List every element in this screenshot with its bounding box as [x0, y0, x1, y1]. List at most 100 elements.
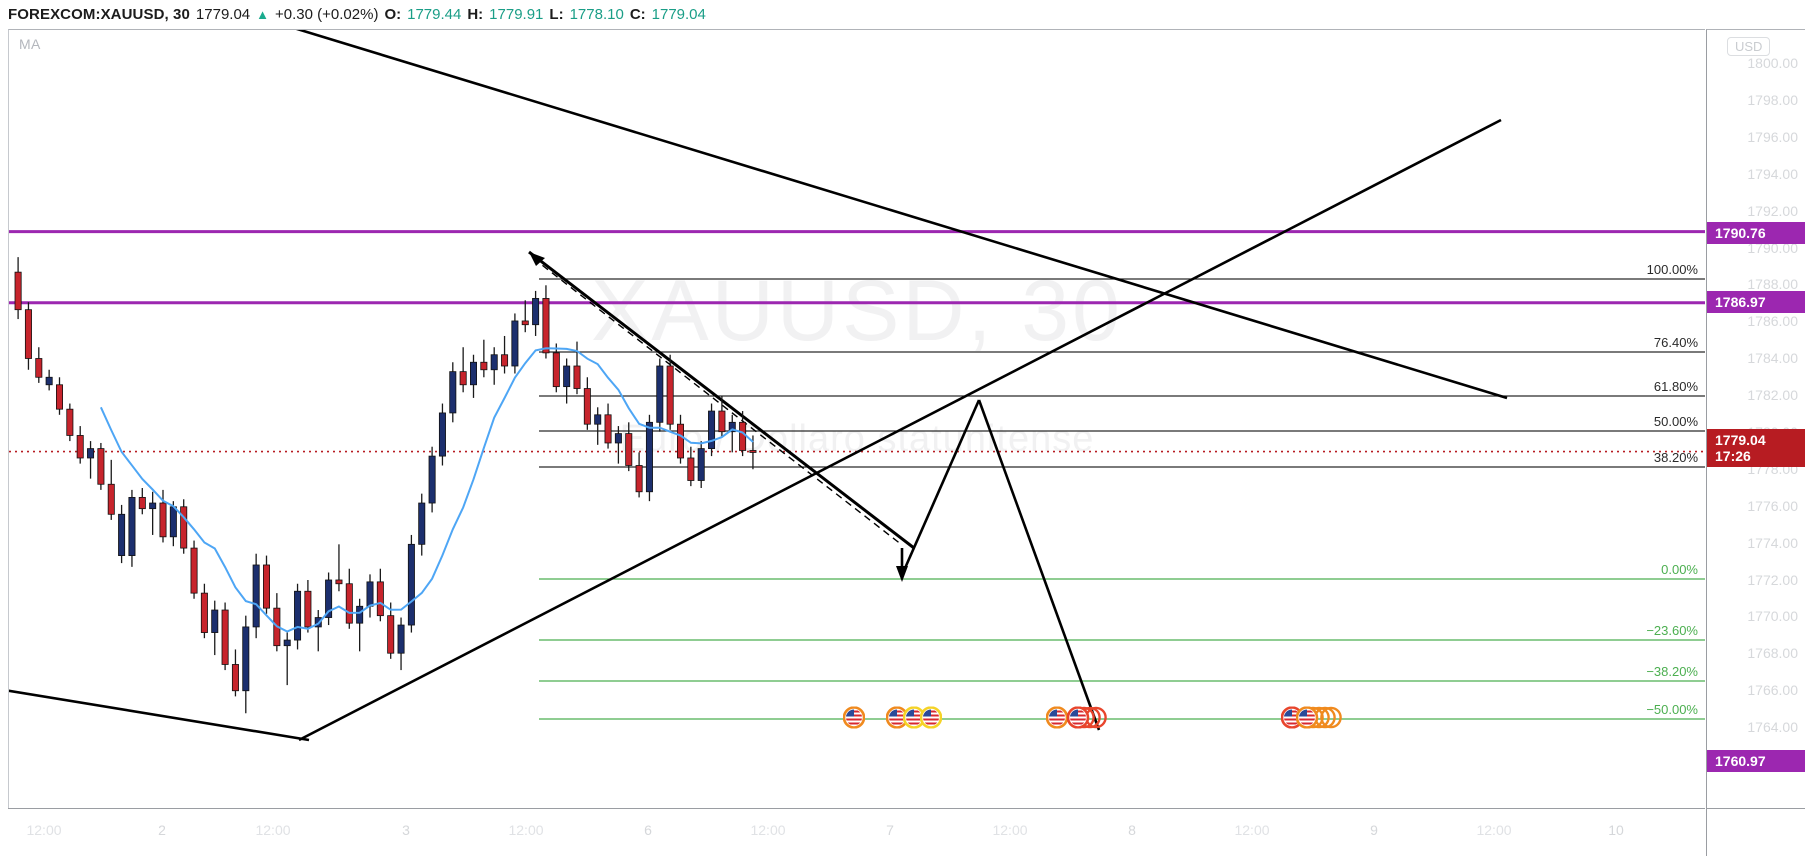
- price-tick: 1774.00: [1747, 535, 1798, 551]
- time-tick: 12:00: [1234, 822, 1270, 838]
- country-flag-icon: [1066, 706, 1107, 729]
- close-value: 1779.04: [651, 5, 706, 23]
- candle-body: [283, 639, 291, 647]
- candle-body: [552, 352, 560, 388]
- economic-event-marker[interactable]: [902, 706, 926, 734]
- fibonacci-level-label: 61.80%: [1653, 379, 1698, 394]
- fibonacci-level-label: 50.00%: [1653, 414, 1698, 429]
- candle-body: [97, 448, 105, 485]
- price-tick: 1784.00: [1747, 350, 1798, 366]
- candle-body: [252, 564, 260, 628]
- time-tick: 7: [886, 822, 894, 838]
- currency-unit-badge: USD: [1727, 37, 1771, 56]
- candle-body: [501, 354, 509, 367]
- candle-body: [718, 410, 726, 433]
- economic-event-marker[interactable]: [885, 706, 909, 734]
- candle-body: [221, 609, 229, 665]
- time-tick: 12:00: [1476, 822, 1512, 838]
- fibonacci-level-label: 0.00%: [1661, 562, 1698, 577]
- candle-body: [521, 320, 529, 326]
- price-badge[interactable]: 1760.97: [1707, 750, 1805, 772]
- economic-event-marker[interactable]: [842, 706, 866, 734]
- price-tick: 1772.00: [1747, 572, 1798, 588]
- candle-body: [449, 371, 457, 414]
- candle-body: [128, 496, 136, 556]
- price-tick: 1766.00: [1747, 682, 1798, 698]
- change-up-arrow-icon: ▲: [256, 6, 270, 22]
- time-tick: 10: [1608, 822, 1624, 838]
- candle-body: [356, 605, 364, 624]
- indicator-title-ma[interactable]: MA: [19, 36, 41, 52]
- fibonacci-level-label: 100.00%: [1646, 262, 1698, 277]
- time-tick: 2: [158, 822, 166, 838]
- candle-body: [583, 388, 591, 425]
- price-tick: 1800.00: [1747, 55, 1798, 71]
- price-tick: 1788.00: [1747, 276, 1798, 292]
- trendlines-group: [9, 30, 1508, 742]
- price-badge[interactable]: 1790.76: [1707, 222, 1805, 244]
- price-badge[interactable]: 1779.04 17:26: [1707, 429, 1805, 467]
- candle-body: [677, 423, 685, 459]
- horizontal-levels-group: [9, 230, 1705, 453]
- candle-body: [397, 624, 405, 654]
- price-badge[interactable]: 1786.97: [1707, 291, 1805, 313]
- candle-body: [66, 408, 74, 436]
- time-tick: 12:00: [255, 822, 291, 838]
- candle-body: [739, 421, 747, 451]
- price-tick: 1786.00: [1747, 313, 1798, 329]
- country-flag-icon: [885, 706, 909, 729]
- candle-body: [294, 590, 302, 641]
- price-badge-value: 1760.97: [1715, 753, 1766, 769]
- time-tick: 12:00: [26, 822, 62, 838]
- time-scale[interactable]: 12:00 2 12:00 3 12:00 6 12:00 7 12:00 8 12:00 9 12:0…: [8, 808, 1705, 856]
- candle-body: [14, 271, 22, 311]
- candle-body: [211, 609, 219, 633]
- chart-plot-area[interactable]: MA XAUUSD, 30 Euro / Dollaro statunitens…: [8, 29, 1705, 808]
- price-tick: 1776.00: [1747, 498, 1798, 514]
- symbol-title[interactable]: FOREXCOM:XAUUSD, 30: [8, 5, 190, 23]
- close-key: C:: [629, 5, 646, 23]
- candle-body: [459, 371, 467, 386]
- price-tick: 1790.00: [1747, 240, 1798, 256]
- candle-body: [573, 365, 581, 389]
- price-tick: 1792.00: [1747, 203, 1798, 219]
- candle-body: [387, 615, 395, 654]
- candle-body: [107, 483, 115, 515]
- candle-body: [614, 433, 622, 444]
- axis-corner[interactable]: [1706, 808, 1805, 856]
- candle-body: [749, 450, 757, 453]
- price-badge-value: 1779.04: [1715, 432, 1766, 448]
- candle-body: [325, 579, 333, 618]
- economic-event-marker[interactable]: [1295, 706, 1342, 734]
- candle-body: [180, 506, 188, 549]
- high-value: 1779.91: [489, 5, 544, 23]
- economic-event-marker[interactable]: [1045, 706, 1069, 734]
- candle-body: [480, 361, 488, 371]
- candle-body: [76, 435, 84, 459]
- candle-body: [687, 457, 695, 481]
- candle-body: [242, 626, 250, 692]
- fibonacci-level-label: 38.20%: [1653, 450, 1698, 465]
- candle-body: [697, 448, 705, 481]
- candle-body: [200, 592, 208, 633]
- candle-body: [728, 421, 736, 433]
- chart-svg: [9, 30, 1705, 742]
- economic-event-marker[interactable]: [919, 706, 943, 734]
- fibonacci-level-label: 76.40%: [1653, 335, 1698, 350]
- low-value: 1778.10: [569, 5, 624, 23]
- moving-average-polyline: [99, 347, 754, 633]
- time-tick: 6: [644, 822, 652, 838]
- fibonacci-level-label: −38.20%: [1646, 664, 1698, 679]
- price-scale[interactable]: USD 1800.00 1798.00 1796.00 1794.00 1792.00 1…: [1706, 29, 1805, 808]
- open-value: 1779.44: [407, 5, 462, 23]
- candle-body: [604, 414, 612, 444]
- country-flag-icon: [919, 706, 943, 729]
- candle-body: [118, 513, 126, 556]
- candle-body: [428, 455, 436, 504]
- economic-event-marker[interactable]: [1066, 706, 1107, 734]
- candle-body: [645, 421, 653, 493]
- price-tick: 1768.00: [1747, 645, 1798, 661]
- time-tick: 3: [402, 822, 410, 838]
- candlesticks-group: [14, 257, 757, 714]
- open-key: O:: [384, 5, 402, 23]
